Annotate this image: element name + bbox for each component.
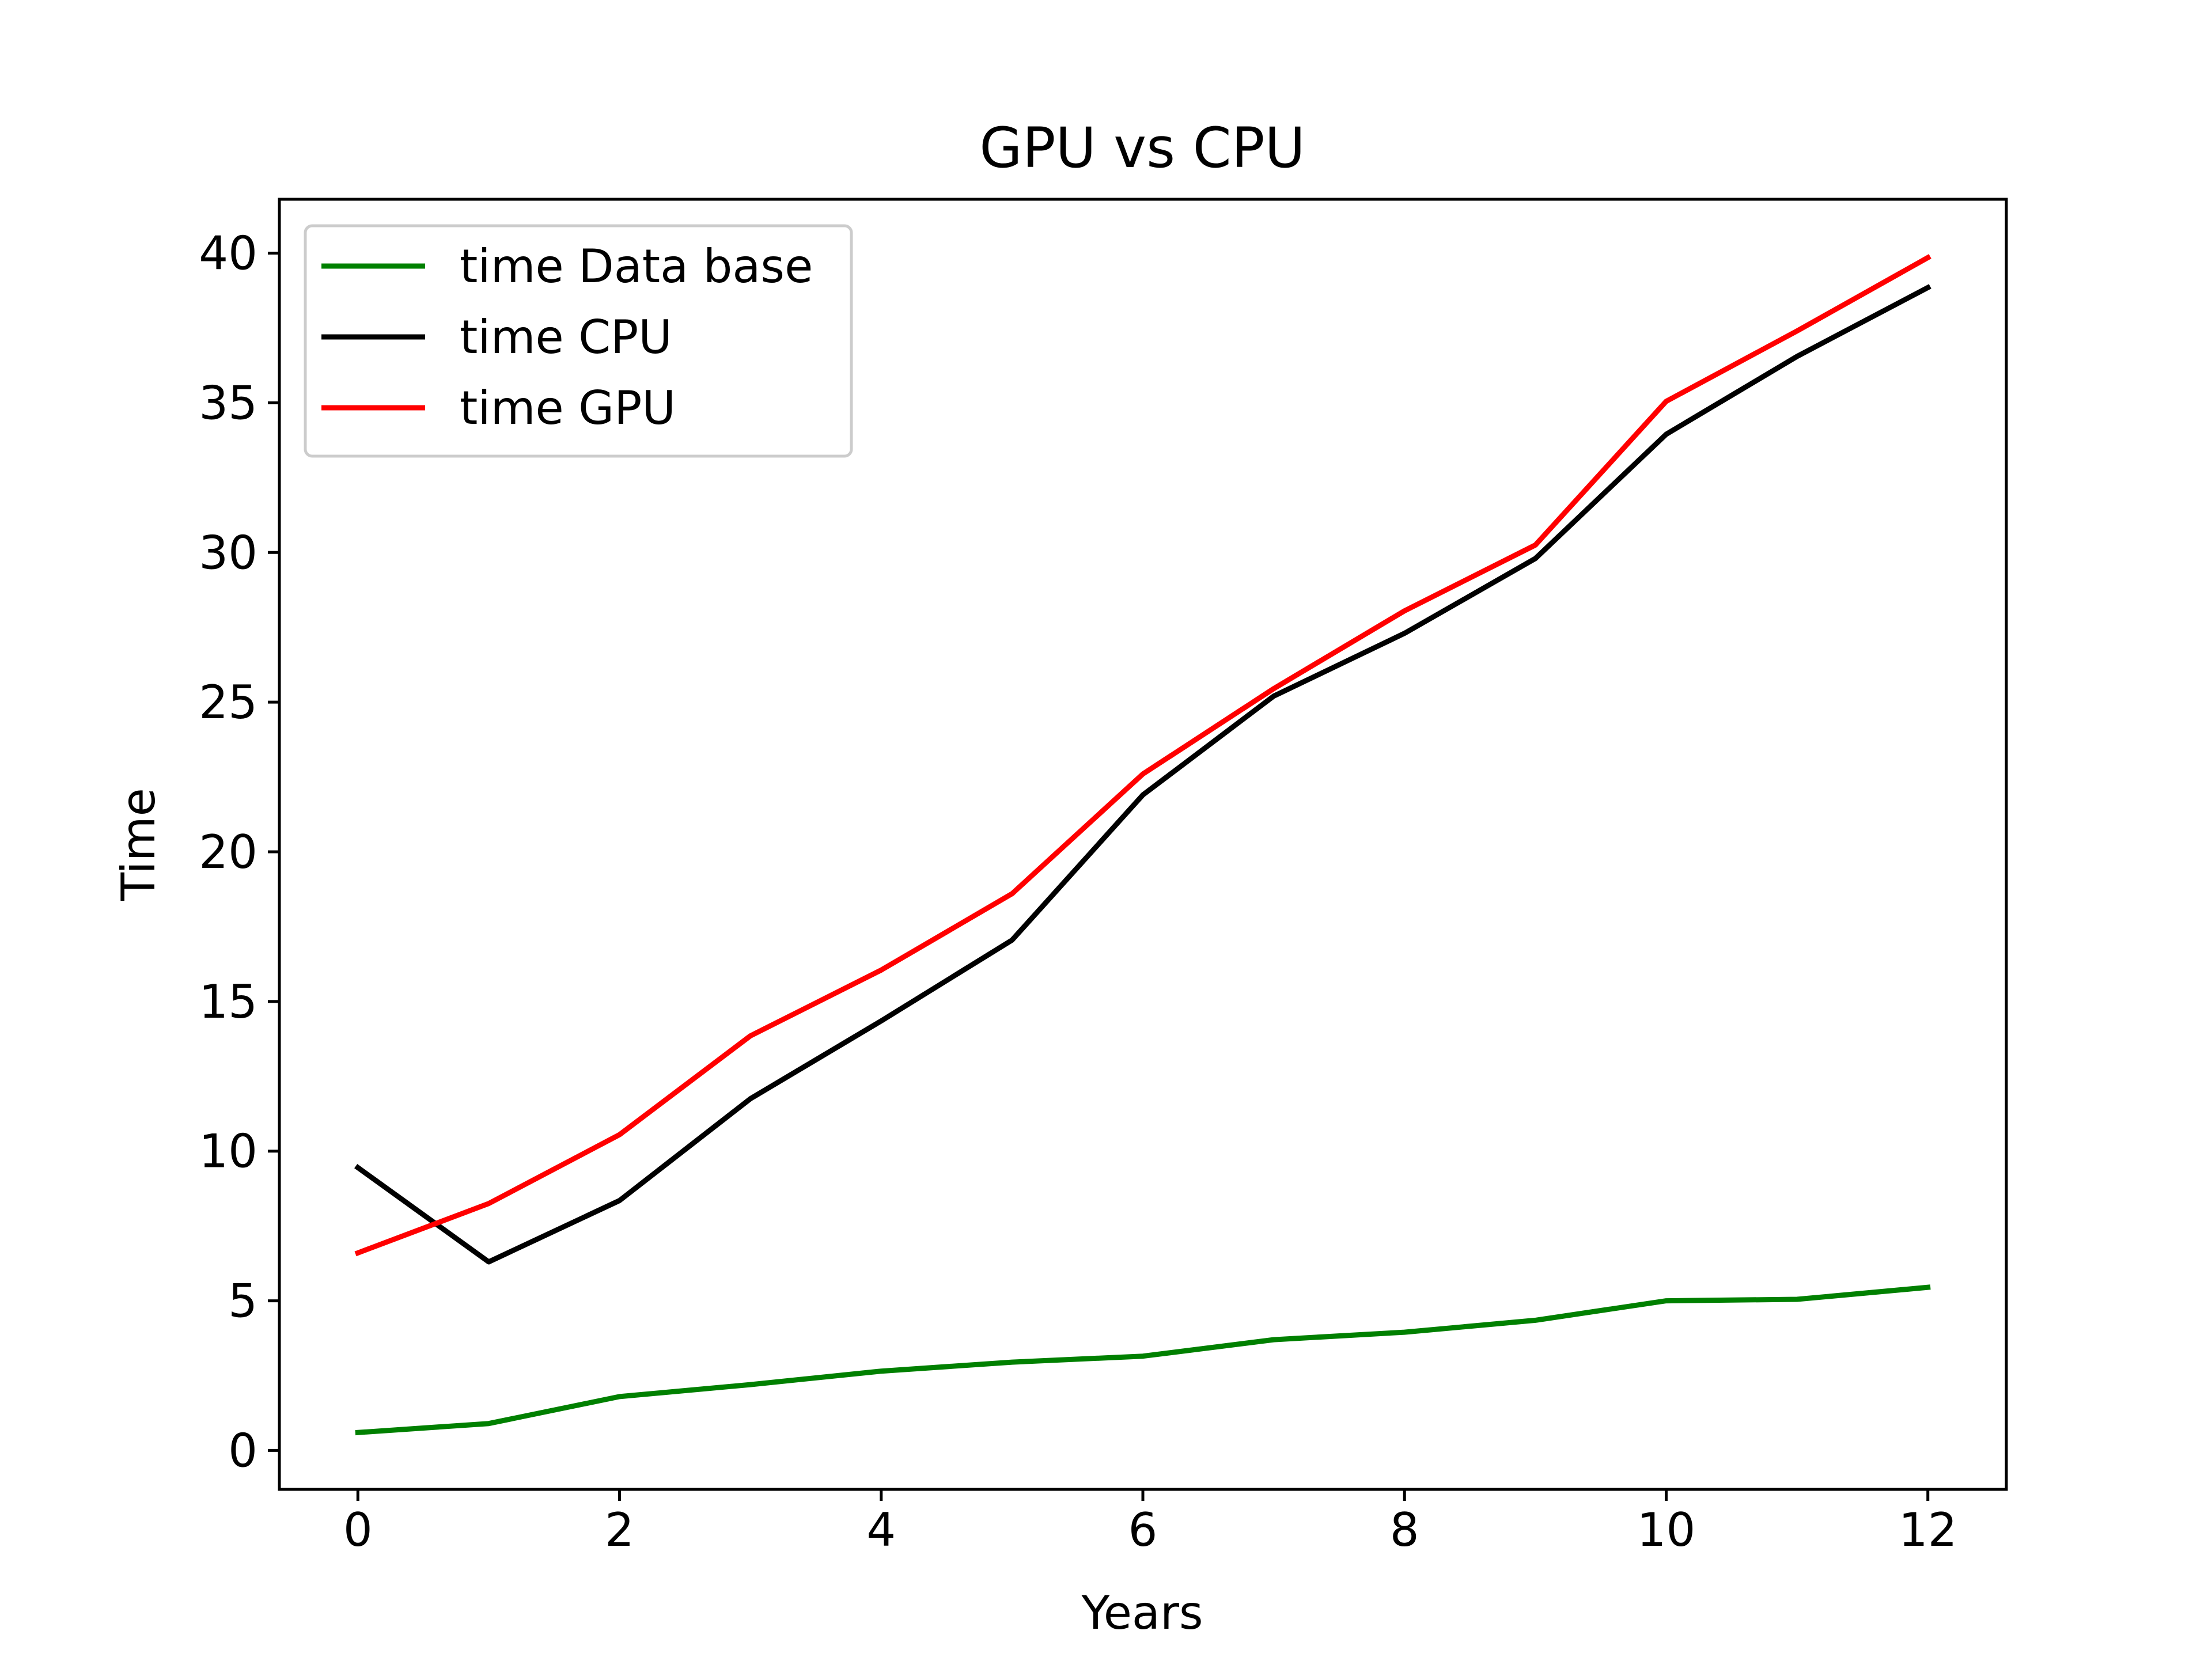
y-axis-ticks: 0 5 10 15 20 25 30 35 40 — [199, 227, 279, 1477]
y-tick-label: 0 — [228, 1424, 257, 1477]
y-tick-label: 30 — [199, 526, 257, 579]
y-tick-label: 5 — [228, 1275, 257, 1328]
x-tick-label: 10 — [1637, 1503, 1696, 1557]
chart-title: GPU vs CPU — [979, 116, 1305, 180]
y-tick-label: 25 — [199, 676, 257, 729]
x-tick-label: 0 — [343, 1503, 373, 1557]
y-tick-label: 20 — [199, 825, 257, 879]
series-line-2 — [354, 284, 1931, 1265]
series-line-3 — [354, 254, 1931, 1257]
x-tick-label: 8 — [1390, 1503, 1419, 1557]
series-line-1 — [355, 1284, 1931, 1436]
x-axis-label: Years — [1081, 1586, 1203, 1640]
x-tick-label: 2 — [605, 1503, 634, 1557]
x-tick-label: 4 — [866, 1503, 896, 1557]
legend-label: time CPU — [460, 310, 672, 364]
y-tick-label: 35 — [199, 376, 257, 430]
y-tick-label: 15 — [199, 975, 257, 1029]
legend: time Data base time CPU time GPU — [304, 224, 853, 458]
x-tick-label: 12 — [1899, 1503, 1957, 1557]
y-axis-label: Time — [112, 788, 165, 901]
x-tick-label: 6 — [1128, 1503, 1158, 1557]
y-tick-label: 40 — [199, 227, 257, 280]
x-axis-ticks: 0 2 4 6 8 10 12 — [343, 1489, 1957, 1557]
series-layer — [354, 254, 1931, 1436]
legend-label: time Data base — [460, 240, 813, 293]
legend-label: time GPU — [460, 381, 676, 435]
y-tick-label: 10 — [199, 1125, 257, 1178]
legend-box — [304, 224, 853, 458]
